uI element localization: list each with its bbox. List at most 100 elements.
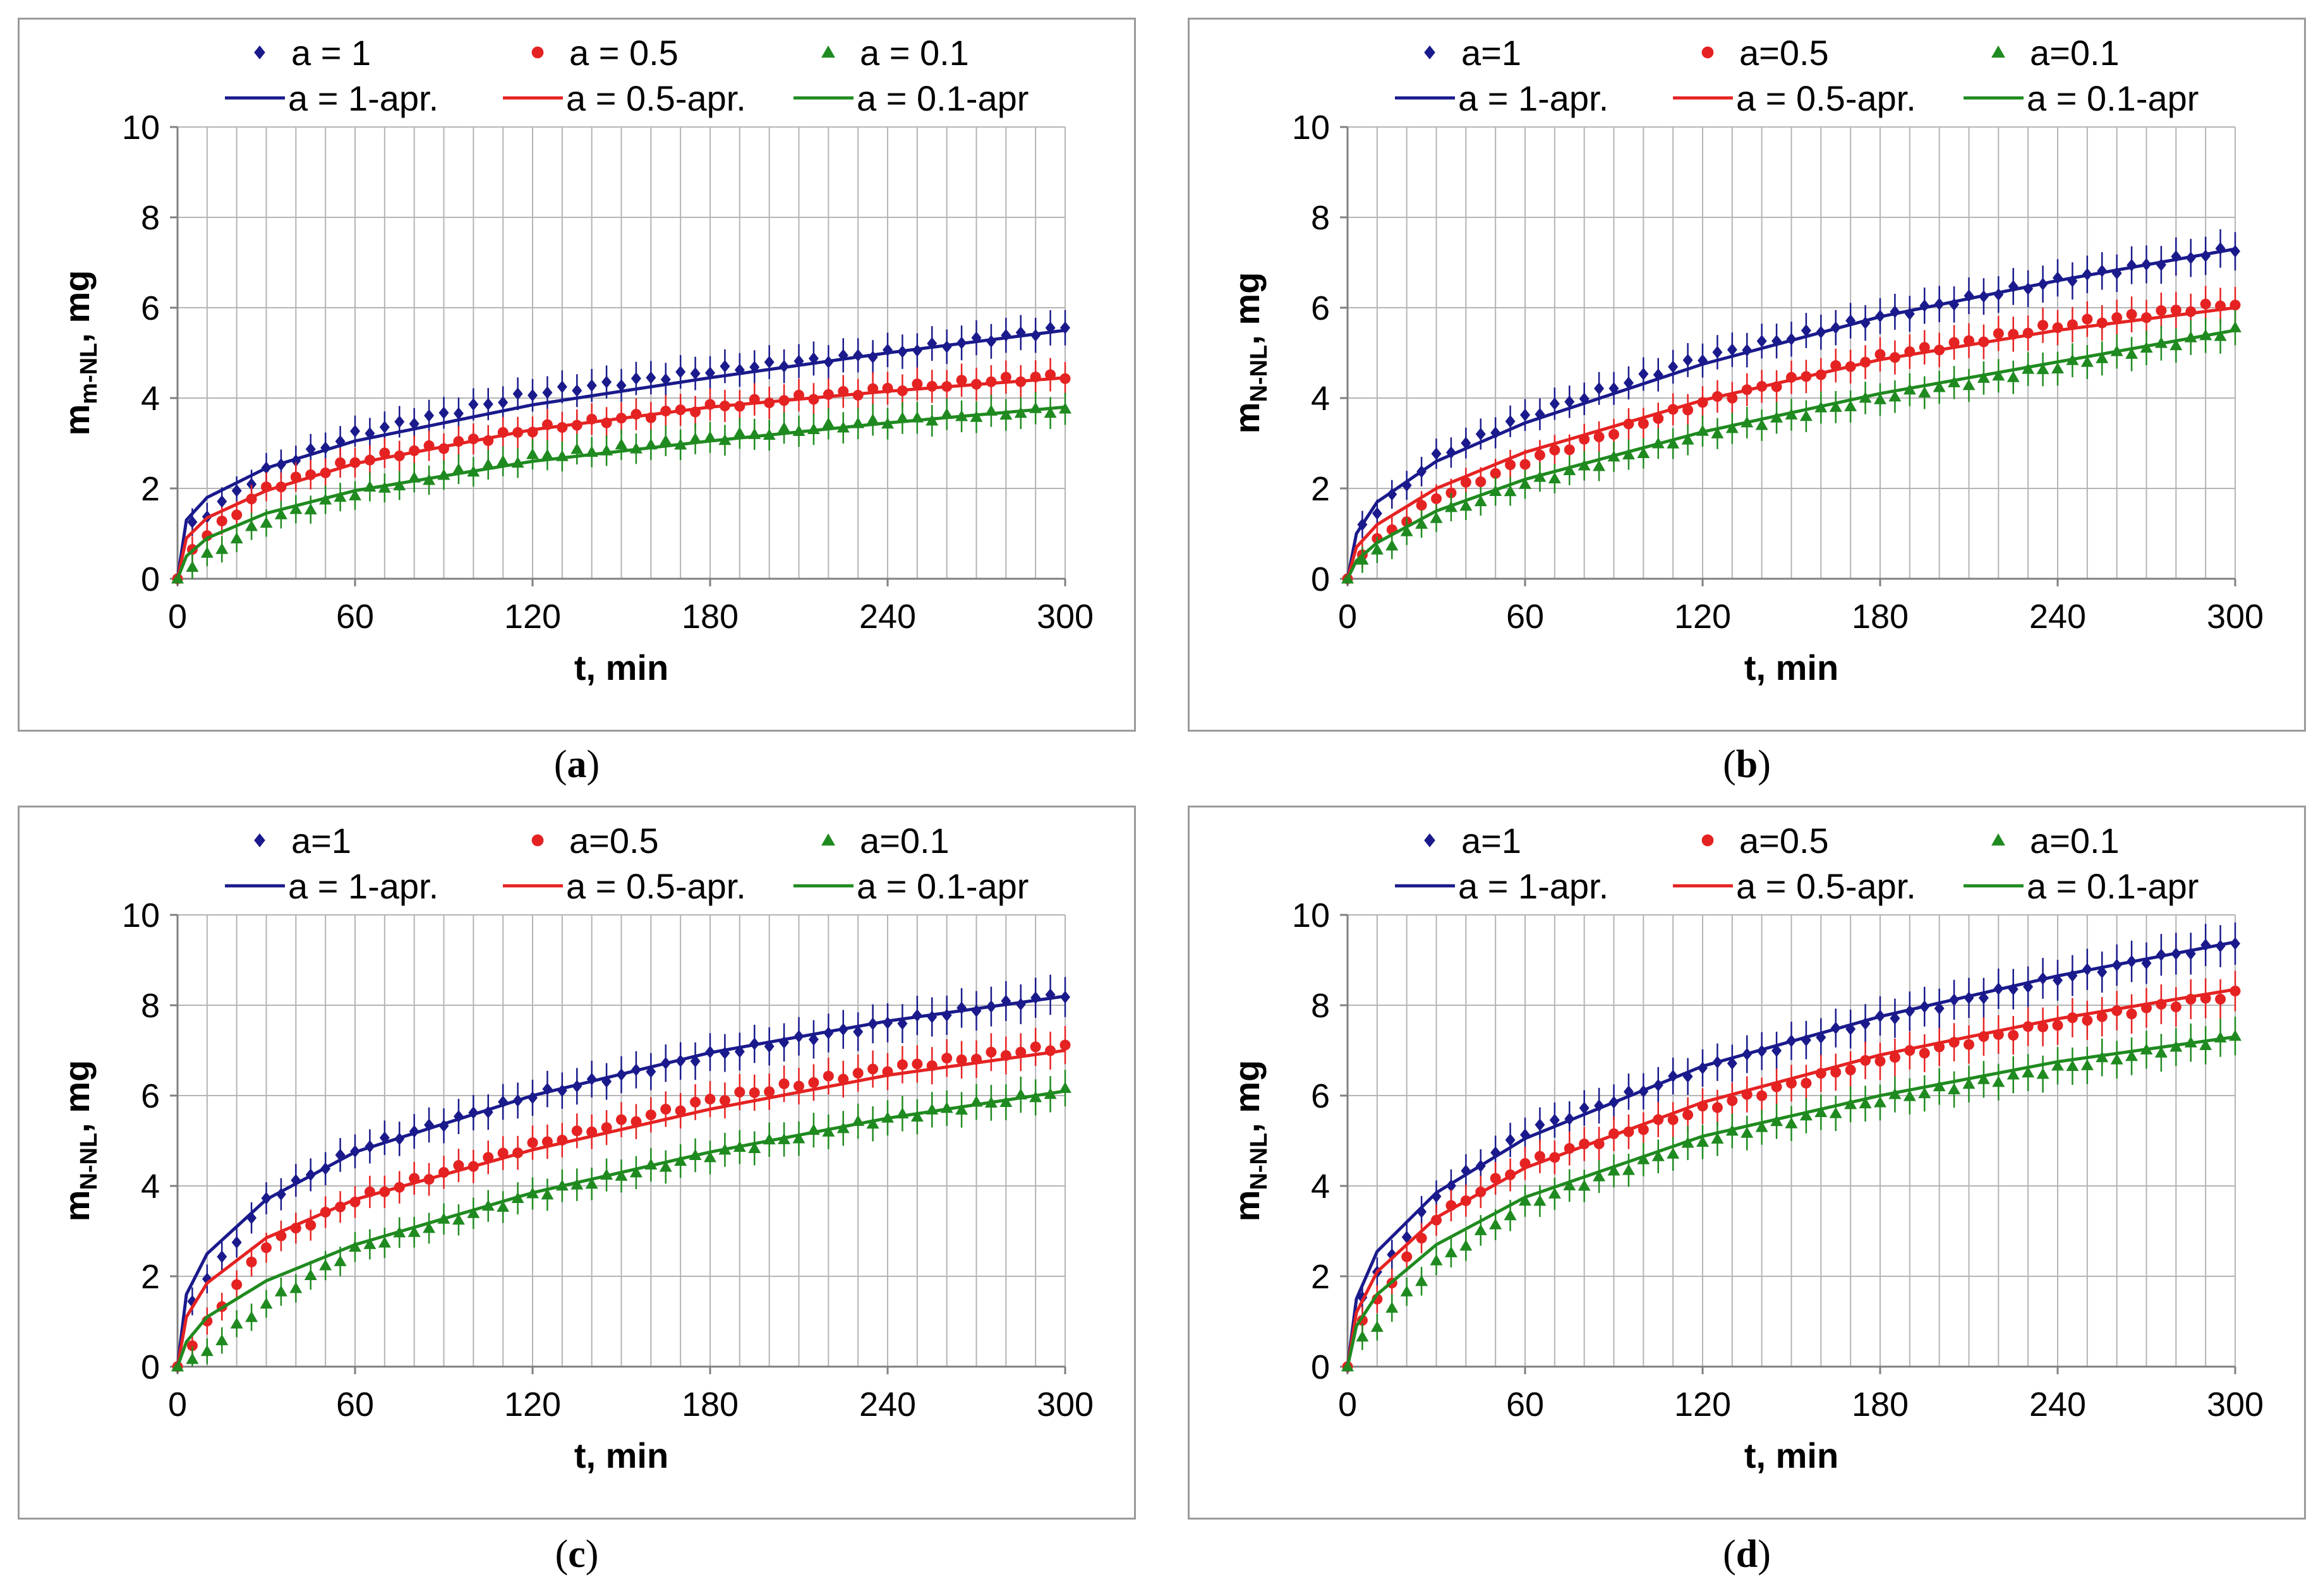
chart-panel-c: 0 60 120 180 240 300 0 2 4 6 8 10 t, min mN-NL, mg a=1… [18,806,1136,1520]
data-point [853,1025,864,1038]
legend-label: a = 1-apr. [288,78,438,118]
data-point [1637,1153,1650,1164]
data-point [867,1063,879,1075]
data-point [1622,448,1635,460]
data-point [1459,1239,1473,1251]
data-point [1490,1173,1501,1184]
caption-d: (d) [1723,1533,1771,1576]
data-point [1712,346,1723,359]
legend-marker [1991,45,2005,58]
data-point [230,532,243,543]
data-point [542,386,553,399]
data-point [1814,1106,1828,1117]
data-point [215,543,229,554]
data-point [1519,478,1531,489]
y-tick-label: 4 [1311,380,1330,418]
legend-label: a = 1-apr. [288,866,438,906]
data-point [423,1221,436,1233]
data-point [1993,288,2004,301]
data-point [245,519,258,531]
data-point [1490,468,1501,479]
chart-panel-a: 0 60 120 180 240 300 0 2 4 6 8 10 t, min mm-NL, mg a =… [18,18,1136,732]
y-tick-label: 10 [1292,897,1330,934]
data-point [231,484,242,497]
data-point [1000,372,1011,383]
x-tick-label: 300 [2207,598,2264,636]
data-point [1001,994,1011,1008]
caption-c: (c) [555,1533,599,1576]
data-point [2080,356,2094,367]
data-point [570,442,584,454]
data-point [1475,428,1486,441]
data-point [645,1109,656,1120]
data-point [289,1281,303,1293]
data-point [1415,1274,1428,1286]
x-tick-label: 0 [168,598,187,636]
legend-label: a=0.5 [1739,821,1829,861]
data-point [601,375,612,389]
data-point [1549,444,1560,456]
y-tick-label: 6 [1311,1077,1330,1115]
data-point [659,434,672,446]
legend-label: a=1 [1461,821,1521,861]
data-point [1829,401,1842,412]
data-point [438,1119,449,1132]
data-point [823,1070,834,1082]
data-point [2170,305,2181,316]
data-point [1977,1073,1990,1084]
data-point [615,1170,628,1181]
data-point [1829,1107,1842,1118]
y-tick-label: 4 [141,380,160,418]
fit-line-2 [176,1089,1066,1367]
data-point [986,1046,997,1058]
y-tick-label: 0 [1311,560,1330,598]
x-tick-label: 60 [1506,598,1544,636]
legend-label: a=0.1 [2030,33,2120,73]
series-1 [172,1025,1071,1372]
data-point [215,1334,229,1346]
data-point [1696,1135,1709,1147]
data-point [2037,1021,2049,1032]
data-point [1785,1117,1798,1128]
chart-d-svg: 0 60 120 180 240 300 0 2 4 6 8 10 t, min mN-NL, mg a=1… [1227,821,2264,1475]
data-point [274,508,287,519]
x-tick-label: 180 [682,1386,739,1424]
data-point [1520,408,1530,421]
fit-line-1 [176,1049,1066,1367]
data-point [896,1059,908,1070]
data-point [1711,1102,1723,1113]
caption-a: (a) [553,743,600,786]
data-point [793,1080,804,1092]
data-point [186,1353,199,1364]
data-point [1563,1179,1576,1190]
data-point [852,1068,864,1079]
data-point [660,1103,672,1115]
data-point [1400,1285,1413,1297]
x-tick-label: 120 [504,598,561,636]
data-point [1564,395,1575,408]
data-point [1563,464,1576,475]
data-point [1934,1002,1945,1015]
y-tick-label: 4 [141,1168,160,1206]
data-point [1475,476,1487,487]
data-point [1607,1164,1620,1176]
data-point [2170,1001,2181,1013]
legend-label: a = 0.1 [860,33,969,73]
y-tick-label: 2 [141,1258,160,1296]
legend-marker [1424,45,1435,59]
data-point [304,1269,317,1280]
legend-label: a = 0.1-apr [2027,78,2199,118]
data-point [675,1105,686,1116]
data-point [334,1255,347,1266]
data-point [1845,1064,1856,1075]
x-tick-label: 300 [1037,598,1094,636]
data-point [1727,1095,1738,1106]
data-point [1549,397,1560,410]
data-point [1593,460,1606,471]
legend-label: a = 0.5-apr. [566,866,746,906]
data-point [1593,431,1605,442]
data-point [616,1114,627,1125]
data-point [912,1058,923,1070]
legend-marker [1701,46,1714,59]
data-point [2053,974,2063,987]
